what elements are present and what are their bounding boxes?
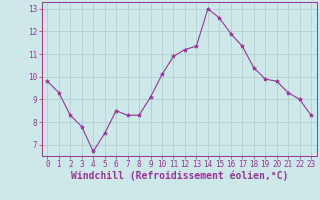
X-axis label: Windchill (Refroidissement éolien,°C): Windchill (Refroidissement éolien,°C) — [70, 171, 288, 181]
